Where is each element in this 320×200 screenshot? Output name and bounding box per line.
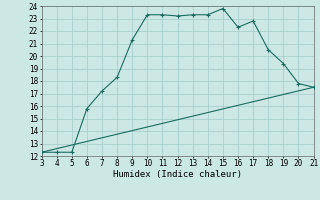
X-axis label: Humidex (Indice chaleur): Humidex (Indice chaleur) (113, 170, 242, 179)
